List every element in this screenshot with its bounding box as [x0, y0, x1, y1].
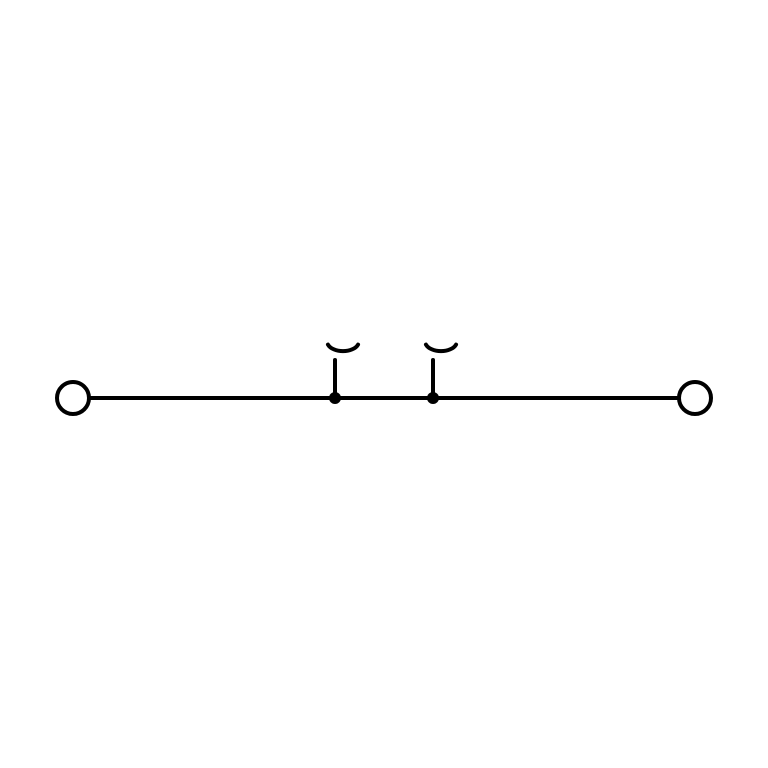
terminal-block-schematic: [0, 0, 768, 768]
terminal-1: [679, 382, 711, 414]
junction-dot-0: [329, 392, 341, 404]
terminal-0: [57, 382, 89, 414]
junction-dot-1: [427, 392, 439, 404]
